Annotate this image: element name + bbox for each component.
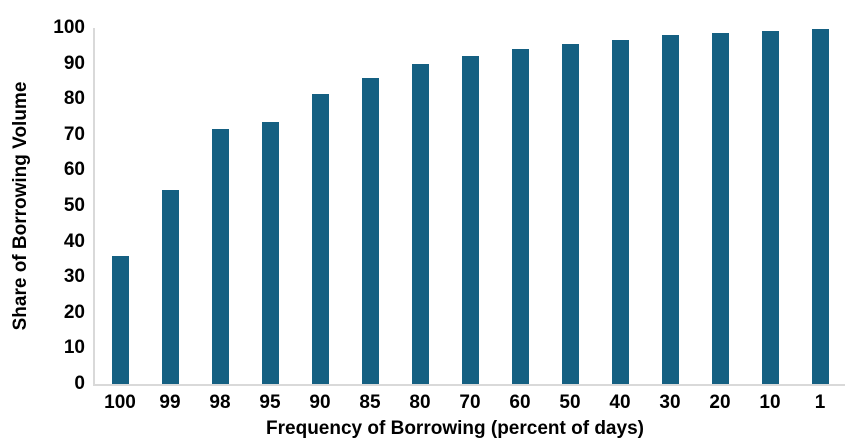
plot-area bbox=[93, 28, 845, 386]
x-axis-title: Frequency of Borrowing (percent of days) bbox=[266, 418, 644, 439]
y-tick-label: 30 bbox=[63, 266, 85, 288]
bar-slot bbox=[595, 28, 645, 384]
bar bbox=[811, 29, 829, 384]
bar bbox=[711, 33, 729, 384]
bar-slot bbox=[295, 28, 345, 384]
x-axis-tick-labels: 100 99 98 95 90 85 80 70 60 50 40 30 20 10 1 bbox=[95, 392, 845, 414]
y-tick-label: 50 bbox=[63, 195, 85, 216]
y-tick-label: 60 bbox=[63, 159, 85, 181]
bar bbox=[161, 189, 179, 384]
y-tick-label: 20 bbox=[63, 301, 85, 323]
bar-slot bbox=[745, 28, 795, 384]
x-tick-label: 10 bbox=[759, 392, 781, 413]
bar bbox=[311, 93, 329, 384]
bar bbox=[411, 63, 429, 384]
y-tick-label: 80 bbox=[63, 88, 85, 110]
bar bbox=[561, 44, 579, 384]
x-tick-label: 85 bbox=[359, 392, 381, 413]
bar bbox=[111, 255, 129, 384]
bar-slot bbox=[95, 28, 145, 384]
bar-slot bbox=[345, 28, 395, 384]
x-tick-label: 30 bbox=[659, 392, 681, 413]
x-tick-label: 40 bbox=[609, 392, 631, 413]
bar bbox=[611, 40, 629, 384]
x-tick-label: 80 bbox=[409, 392, 431, 413]
x-tick-label: 99 bbox=[159, 392, 181, 413]
bar bbox=[511, 49, 529, 384]
x-tick-label: 100 bbox=[104, 392, 136, 413]
y-tick-label: 70 bbox=[63, 123, 85, 145]
bar-slot bbox=[245, 28, 295, 384]
x-tick-label: 70 bbox=[459, 392, 481, 413]
y-tick-label: 10 bbox=[63, 337, 85, 359]
x-tick-label: 60 bbox=[509, 392, 531, 413]
bar-slot bbox=[145, 28, 195, 384]
y-tick-label: 0 bbox=[74, 373, 85, 394]
bar bbox=[761, 30, 779, 384]
y-tick-label: 90 bbox=[63, 52, 85, 74]
x-tick-label: 20 bbox=[709, 392, 731, 413]
x-tick-label: 1 bbox=[814, 392, 826, 413]
x-tick-label: 90 bbox=[309, 392, 331, 413]
y-tick-label: 100 bbox=[53, 17, 85, 38]
bar bbox=[211, 129, 229, 384]
bar bbox=[261, 122, 279, 384]
bar-slot bbox=[445, 28, 495, 384]
bar-slot bbox=[495, 28, 545, 384]
bar bbox=[461, 56, 479, 384]
bar-slot bbox=[695, 28, 745, 384]
bar-slot bbox=[395, 28, 445, 384]
bar-slot bbox=[795, 28, 845, 384]
x-tick-label: 50 bbox=[559, 392, 581, 413]
bar-slot bbox=[545, 28, 595, 384]
bar-slot bbox=[195, 28, 245, 384]
y-tick-label: 40 bbox=[63, 230, 85, 252]
bar bbox=[361, 77, 379, 384]
x-tick-label: 98 bbox=[209, 392, 231, 413]
bar-slot bbox=[645, 28, 695, 384]
bar bbox=[661, 35, 679, 384]
x-tick-label: 95 bbox=[259, 392, 281, 413]
